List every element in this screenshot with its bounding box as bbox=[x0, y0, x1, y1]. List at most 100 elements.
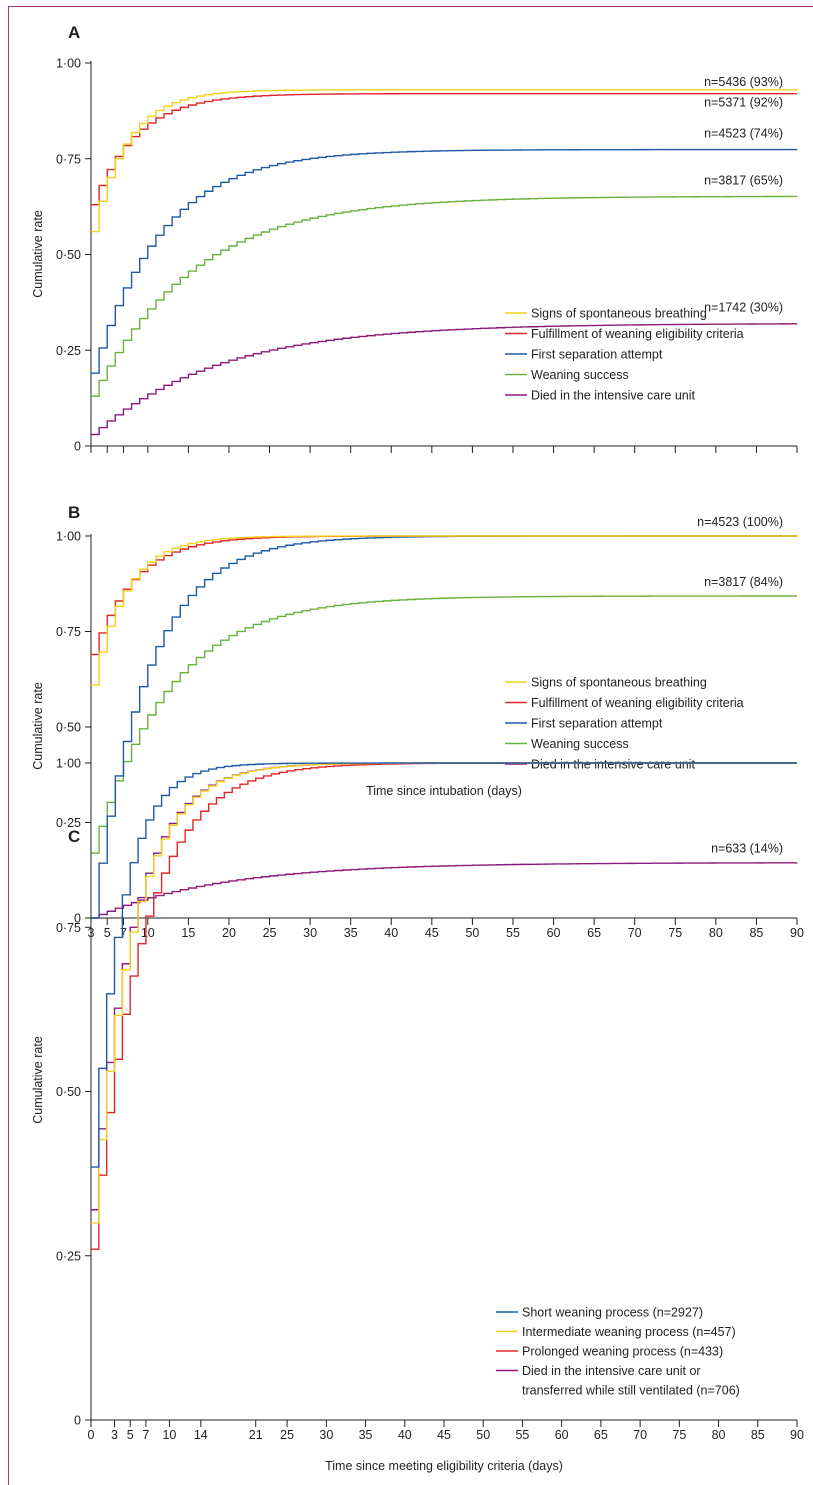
legend-label: Intermediate weaning process (n=457) bbox=[522, 1325, 736, 1339]
y-axis-label-b: Cumulative rate bbox=[31, 682, 45, 770]
panel-c: C Cumulative rate Time since meeting eli… bbox=[31, 757, 804, 1474]
series-line-died-in-the-intensive-care-unit bbox=[91, 323, 798, 436]
series-line-signs-of-spontaneous-breathing bbox=[91, 89, 797, 233]
x-tick-label: 70 bbox=[628, 926, 642, 940]
x-tick-label: 35 bbox=[359, 1428, 373, 1442]
end-label: n=5436 (93%) bbox=[704, 75, 783, 89]
y-tick-label: 0·50 bbox=[56, 1085, 81, 1099]
x-tick-label: 5 bbox=[127, 1428, 134, 1442]
legend-label: Weaning success bbox=[531, 737, 629, 751]
x-tick-label: 80 bbox=[712, 1428, 726, 1442]
legend-label: Died in the intensive care unit bbox=[531, 758, 696, 772]
legend-label: Signs of spontaneous breathing bbox=[531, 676, 707, 690]
x-tick-label: 14 bbox=[194, 1428, 208, 1442]
y-tick-label: 1·00 bbox=[56, 757, 81, 771]
legend-c: Short weaning process (n=2927) Intermedia… bbox=[496, 1306, 740, 1398]
series-line-died-in-the-intensive-care-unit-or-trans bbox=[91, 762, 797, 1211]
x-tick-label: 20 bbox=[222, 926, 236, 940]
x-tick-label: 10 bbox=[141, 926, 155, 940]
x-tick-label: 85 bbox=[749, 926, 763, 940]
x-tick-label: 25 bbox=[263, 926, 277, 940]
legend-label: Signs of spontaneous breathing bbox=[531, 307, 707, 321]
end-label: n=3817 (84%) bbox=[704, 575, 783, 589]
x-tick-label: 35 bbox=[344, 926, 358, 940]
end-label: n=5371 (92%) bbox=[704, 96, 783, 110]
x-tick-label: 7 bbox=[120, 926, 127, 940]
x-tick-label: 65 bbox=[587, 926, 601, 940]
x-tick-label: 50 bbox=[465, 926, 479, 940]
axes-c: 00·250·500·751·000 3 5 7 10 14 21 25 30 35 40 45 50 5… bbox=[56, 757, 804, 1443]
figure-frame bbox=[8, 6, 813, 1485]
x-tick-label: 80 bbox=[709, 926, 723, 940]
end-label: n=3817 (65%) bbox=[704, 173, 783, 187]
x-tick-label: 7 bbox=[142, 1428, 149, 1442]
y-axis-label-c: Cumulative rate bbox=[31, 1036, 45, 1124]
x-tick-label: 55 bbox=[506, 926, 520, 940]
series-line-signs-of-spontaneous-breathing bbox=[91, 535, 797, 686]
x-tick-label: 25 bbox=[280, 1428, 294, 1442]
y-tick-label: 0·25 bbox=[56, 816, 81, 830]
axes-a: 0 0·25 0·50 0·75 1·00 bbox=[56, 57, 798, 454]
y-tick-label: 0·75 bbox=[56, 152, 81, 166]
series-line-short-weaning-process-n-2927 bbox=[91, 762, 797, 1168]
series-line-weaning-success bbox=[91, 595, 797, 854]
x-tick-label: 45 bbox=[425, 926, 439, 940]
x-tick-label: 40 bbox=[398, 1428, 412, 1442]
end-label: n=633 (14%) bbox=[711, 842, 783, 856]
legend-label: Short weaning process (n=2927) bbox=[522, 1306, 703, 1320]
series-line-first-separation-attempt bbox=[91, 535, 797, 919]
series-line-intermediate-weaning-process-n-457 bbox=[91, 762, 797, 1224]
x-tick-label: 45 bbox=[437, 1428, 451, 1442]
y-axis-label-a: Cumulative rate bbox=[31, 210, 45, 298]
y-tick-label: 0·25 bbox=[56, 344, 81, 358]
y-tick-label: 0·50 bbox=[56, 248, 81, 262]
legend-label: Fulfillment of weaning eligibility crite… bbox=[531, 696, 744, 710]
panel-letter-a: A bbox=[68, 23, 80, 42]
legend-label: First separation attempt bbox=[531, 717, 663, 731]
legend-label: First separation attempt bbox=[531, 348, 663, 362]
legend-label: Prolonged weaning process (n=433) bbox=[522, 1345, 723, 1359]
y-tick-label: 1·00 bbox=[56, 57, 81, 71]
legend-label: Fulfillment of weaning eligibility crite… bbox=[531, 327, 744, 341]
panel-a: A Cumulative rate 0 0·25 0·50 0·75 1·00 n=54… bbox=[31, 23, 798, 454]
x-tick-label: 30 bbox=[303, 926, 317, 940]
y-tick-label: 0·25 bbox=[56, 1249, 81, 1263]
x-tick-label: 5 bbox=[104, 926, 111, 940]
y-tick-label: 0 bbox=[74, 912, 81, 926]
end-labels-a: n=5436 (93%) n=5371 (92%) n=4523 (74%) n=38… bbox=[704, 75, 783, 315]
x-tick-label: 85 bbox=[751, 1428, 765, 1442]
x-tick-label: 55 bbox=[515, 1428, 529, 1442]
panel-letter-b: B bbox=[68, 503, 80, 522]
series-line-weaning-success bbox=[91, 195, 798, 397]
x-tick-label: 40 bbox=[384, 926, 398, 940]
x-tick-label: 3 bbox=[111, 1428, 118, 1442]
x-tick-label: 30 bbox=[319, 1428, 333, 1442]
end-label: n=4523 (100%) bbox=[697, 515, 783, 529]
x-tick-label: 90 bbox=[790, 1428, 804, 1442]
x-axis-label-b: Time since intubation (days) bbox=[366, 784, 522, 798]
y-tick-label: 0·75 bbox=[56, 625, 81, 639]
end-label: n=1742 (30%) bbox=[704, 300, 783, 314]
y-tick-label: 0 bbox=[74, 1414, 81, 1428]
y-tick-label: 0 bbox=[74, 440, 81, 454]
x-tick-label: 60 bbox=[555, 1428, 569, 1442]
x-tick-label: 60 bbox=[547, 926, 561, 940]
panel-letter-c: C bbox=[68, 827, 80, 846]
x-tick-label: 90 bbox=[790, 926, 804, 940]
x-tick-label: 75 bbox=[672, 1428, 686, 1442]
x-tick-label: 15 bbox=[181, 926, 195, 940]
end-label: n=4523 (74%) bbox=[704, 127, 783, 141]
x-axis-label-c: Time since meeting eligibility criteria … bbox=[325, 1459, 563, 1473]
y-tick-label: 0·50 bbox=[56, 721, 81, 735]
y-tick-label: 0·75 bbox=[56, 921, 81, 935]
panel-b: B Cumulative rate Time since intubation … bbox=[31, 503, 804, 940]
series-line-died-in-the-intensive-care-unit bbox=[91, 862, 798, 919]
x-tick-label: 10 bbox=[162, 1428, 176, 1442]
x-tick-label: 75 bbox=[668, 926, 682, 940]
legend-label: transferred while still ventilated (n=70… bbox=[522, 1384, 740, 1398]
series-line-fulfillment-of-weaning-eligibility-crite bbox=[91, 92, 797, 206]
legend-label: Weaning success bbox=[531, 368, 629, 382]
x-tick-label: 50 bbox=[476, 1428, 490, 1442]
x-tick-label: 21 bbox=[249, 1428, 263, 1442]
